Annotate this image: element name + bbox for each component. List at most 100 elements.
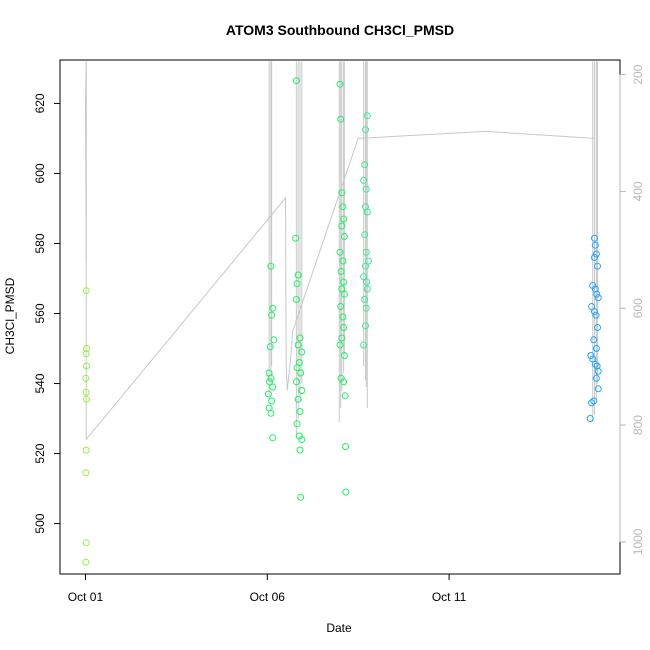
data-point: [591, 308, 598, 316]
data-point: [339, 203, 347, 211]
y2-tick-label: 800: [631, 415, 645, 435]
data-point: [592, 250, 600, 258]
y-axis-label: CH3Cl_PMSD: [3, 277, 17, 354]
data-point: [296, 446, 304, 454]
data-point: [362, 262, 369, 270]
series-group: [292, 77, 306, 501]
data-point: [297, 493, 305, 501]
x-tick-label: Oct 06: [250, 590, 286, 604]
data-point: [82, 446, 90, 454]
y2-tick-label: 600: [631, 298, 645, 318]
data-point: [338, 334, 346, 342]
data-point: [266, 343, 274, 351]
data-point: [270, 336, 278, 344]
series-group: [82, 287, 90, 566]
x-tick-label: Oct 01: [68, 590, 104, 604]
data-point: [82, 539, 90, 547]
data-point: [264, 390, 272, 398]
y2-tick-label: 400: [631, 181, 645, 201]
data-point: [82, 388, 90, 396]
data-point: [292, 234, 300, 242]
data-point: [590, 397, 598, 405]
data-point: [296, 408, 304, 415]
data-point: [594, 294, 602, 302]
data-point: [340, 324, 348, 331]
data-point: [594, 385, 602, 393]
data-point: [364, 257, 372, 265]
data-point: [591, 254, 598, 261]
series-group: [586, 234, 602, 422]
data-point: [591, 285, 599, 293]
data-point: [362, 304, 370, 312]
data-point: [292, 378, 300, 386]
y-tick-label: 600: [33, 163, 47, 183]
data-point: [588, 303, 596, 310]
data-point: [362, 126, 369, 134]
data-point: [592, 311, 600, 319]
data-point: [338, 189, 346, 197]
data-point: [342, 488, 350, 496]
y-tick-label: 580: [33, 233, 47, 253]
data-point: [340, 215, 348, 223]
data-point: [297, 369, 305, 377]
data-point: [298, 348, 306, 356]
data-point: [268, 311, 276, 319]
data-point: [337, 268, 345, 275]
data-point: [340, 278, 348, 286]
data-point: [594, 262, 601, 270]
x-axis: Oct 01 Oct 06 Oct 11: [68, 573, 467, 604]
data-point: [292, 77, 300, 85]
data-point: [294, 271, 302, 279]
x-tick-label: Oct 11: [432, 590, 467, 604]
data-point: [363, 285, 371, 293]
data-point: [591, 241, 599, 249]
altitude-trace: [84, 61, 595, 441]
data-point: [339, 257, 347, 265]
data-point: [266, 378, 273, 386]
data-point: [293, 420, 301, 428]
y2-axis: 200 400 600 800 1000: [619, 64, 645, 555]
data-point: [594, 324, 601, 331]
data-point: [363, 208, 371, 216]
data-point: [338, 222, 346, 230]
data-point: [82, 469, 90, 477]
data-point: [337, 303, 345, 310]
data-point: [590, 336, 598, 344]
data-point: [591, 234, 598, 242]
data-point: [362, 248, 370, 256]
data-point: [339, 313, 347, 321]
y-tick-label: 540: [33, 373, 47, 393]
data-point: [360, 341, 368, 349]
data-point: [361, 231, 369, 239]
data-point: [586, 415, 594, 422]
data-point: [588, 399, 596, 407]
data-point: [591, 360, 599, 368]
data-point: [83, 362, 90, 370]
y-tick-label: 500: [33, 513, 47, 533]
y-tick-label: 520: [33, 443, 47, 463]
plot-area: [82, 61, 602, 566]
data-point: [340, 378, 348, 386]
y-tick-label: 620: [33, 93, 47, 113]
data-point: [362, 185, 370, 193]
data-point: [83, 395, 90, 403]
data-point: [268, 397, 276, 405]
data-point: [340, 233, 348, 240]
data-point: [594, 367, 602, 375]
data-point: [592, 345, 600, 352]
series-group: [336, 80, 350, 496]
data-point: [341, 392, 349, 400]
data-point: [292, 296, 300, 303]
series-group: [360, 112, 372, 349]
data-point: [83, 345, 90, 352]
data-point: [360, 176, 368, 184]
data-point: [294, 395, 302, 403]
data-point: [363, 278, 370, 286]
data-point: [337, 115, 345, 123]
data-point: [342, 443, 349, 451]
data-point: [360, 273, 368, 281]
data-point: [336, 80, 344, 88]
data-point: [298, 436, 306, 443]
